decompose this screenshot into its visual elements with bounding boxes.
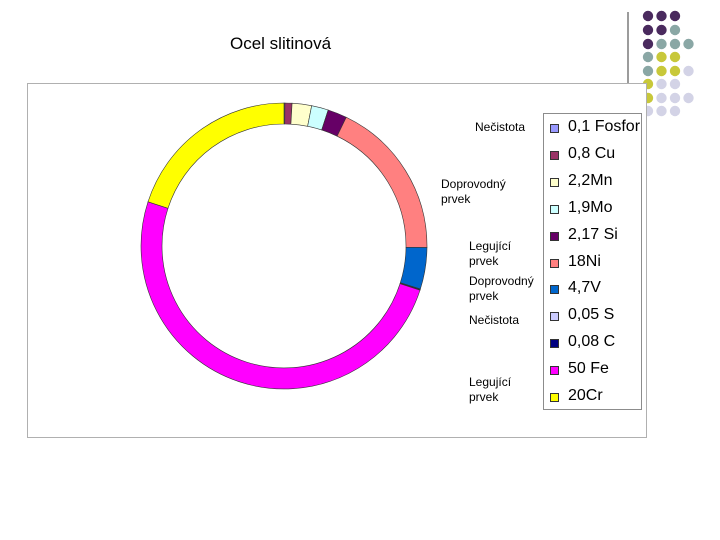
decor-dot: [683, 92, 694, 104]
legend-label: 4,7V: [568, 279, 601, 297]
decor-dot: [642, 10, 654, 22]
legend-item: 20Cr: [548, 385, 642, 412]
legend-swatch: [550, 150, 559, 160]
decor-dot: [642, 38, 654, 50]
decor-dot: [656, 10, 667, 22]
legend-item: 1,9Mo: [548, 197, 642, 224]
legend-swatch: [550, 339, 559, 349]
decor-dot: [669, 65, 681, 77]
legend-swatch: [550, 231, 559, 241]
legend-label: 0,05 S: [568, 306, 615, 324]
annotation-label: Legující prvek: [469, 375, 512, 404]
decor-dot: [669, 105, 681, 117]
legend-item: 2,17 Si: [548, 224, 642, 251]
legend-item: 2,2Mn: [548, 170, 642, 197]
legend-swatch: [550, 366, 559, 376]
decor-dot: [656, 65, 667, 77]
annotation-label: Nečistota: [469, 313, 520, 327]
annotation-label: Legující prvek: [469, 239, 512, 268]
decor-dot: [656, 51, 667, 63]
decor-dot: [669, 51, 681, 63]
decor-dot: [656, 92, 667, 104]
legend-swatch: [550, 285, 559, 295]
legend-label: 1,9Mo: [568, 198, 613, 216]
legend-item: 0,08 C: [548, 331, 642, 358]
legend-item: 50 Fe: [548, 358, 642, 385]
chart-legend: 0,1 Fosfor 0,8 Cu 2,2Mn 1,9Mo 2,17 Si 18Ni 4,7…: [543, 113, 642, 410]
legend-swatch: [550, 393, 559, 402]
decor-dot: [669, 38, 681, 50]
legend-label: 18Ni: [568, 252, 601, 270]
donut-slice: [140, 201, 421, 390]
slide-title: Ocel slitinová: [230, 34, 332, 53]
legend-label: 0,1 Fosfor: [568, 118, 641, 135]
legend-swatch: [550, 124, 559, 133]
legend-item: 4,7V: [548, 277, 642, 304]
legend-item: 0,8 Cu: [548, 143, 642, 170]
donut-slice: [336, 116, 428, 248]
annotation-label: Nečistota: [475, 120, 526, 134]
decor-dot: [669, 92, 681, 104]
legend-item: 18Ni: [548, 251, 642, 278]
legend-label: 2,2Mn: [568, 171, 613, 189]
decor-dot: [669, 10, 681, 22]
legend-label: 0,08 C: [568, 333, 616, 351]
annotation-label: Doprovodný prvek: [441, 177, 506, 206]
decor-dot: [683, 38, 694, 50]
decor-dot: [669, 78, 681, 90]
legend-swatch: [550, 312, 559, 322]
donut-slice: [147, 102, 285, 209]
legend-label: 50 Fe: [568, 360, 609, 378]
legend-label: 2,17 Si: [568, 225, 618, 243]
legend-swatch: [550, 177, 559, 187]
legend-item: 0,05 S: [548, 304, 642, 331]
decor-dot: [642, 24, 654, 36]
decor-dot: [656, 38, 667, 50]
annotation-label: Doprovodný prvek: [469, 274, 534, 303]
legend-swatch: [550, 204, 559, 214]
donut-slice: [399, 246, 428, 290]
donut-chart: [140, 102, 428, 390]
legend-label: 20Cr: [568, 387, 603, 404]
decor-dot: [683, 65, 694, 77]
decor-dot: [656, 78, 667, 90]
legend-swatch: [550, 258, 559, 268]
decor-dot: [656, 24, 667, 36]
decor-dot: [642, 65, 654, 77]
decor-dot: [656, 105, 667, 117]
legend-label: 0,8 Cu: [568, 144, 616, 162]
legend-item: 0,1 Fosfor: [548, 116, 642, 143]
decor-dot: [642, 51, 654, 63]
decor-dot: [669, 24, 681, 36]
